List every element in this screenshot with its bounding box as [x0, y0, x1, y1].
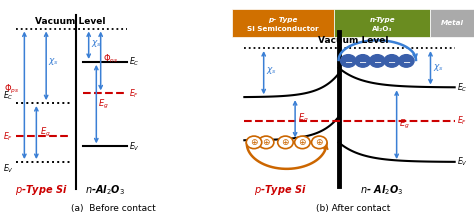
Text: $-$: $-$ — [344, 56, 353, 66]
Text: $p$-Type Si: $p$-Type Si — [254, 183, 307, 197]
Text: $\oplus$: $\oplus$ — [262, 137, 271, 147]
Text: $\chi_s$: $\chi_s$ — [48, 56, 59, 67]
Text: $-$: $-$ — [387, 56, 396, 66]
Text: $E_g$: $E_g$ — [399, 118, 410, 131]
Text: n-Type: n-Type — [369, 17, 395, 23]
Circle shape — [370, 55, 385, 67]
Text: $\Phi_{ns}$: $\Phi_{ns}$ — [103, 53, 118, 65]
Bar — [430, 9, 474, 37]
Text: (a)  Before contact: (a) Before contact — [72, 204, 156, 213]
Circle shape — [246, 136, 262, 149]
Text: $E_V$: $E_V$ — [129, 140, 140, 153]
Text: p- Type: p- Type — [268, 17, 298, 23]
Text: $E_F$: $E_F$ — [129, 87, 139, 99]
Text: $\oplus$: $\oplus$ — [281, 137, 290, 147]
Text: $\oplus$: $\oplus$ — [298, 137, 307, 147]
Text: $E_g$: $E_g$ — [298, 112, 308, 125]
Circle shape — [295, 136, 310, 149]
Circle shape — [258, 136, 274, 149]
Text: $n$- Al$_2$O$_3$: $n$- Al$_2$O$_3$ — [360, 184, 404, 197]
Text: $n$-Al$_2$O$_3$: $n$-Al$_2$O$_3$ — [85, 184, 125, 197]
Text: Vacuum Level: Vacuum Level — [35, 17, 105, 26]
Text: $E_C$: $E_C$ — [3, 90, 13, 102]
Text: Metal: Metal — [441, 20, 464, 26]
Text: $\chi_s$: $\chi_s$ — [433, 62, 444, 73]
Circle shape — [278, 136, 293, 149]
Bar — [334, 9, 430, 37]
Text: Vacuum Level: Vacuum Level — [318, 36, 388, 45]
Text: Si Semiconductor: Si Semiconductor — [247, 26, 319, 32]
Text: $-$: $-$ — [402, 56, 411, 66]
Text: $-$: $-$ — [373, 56, 382, 66]
Text: (b) After contact: (b) After contact — [316, 204, 390, 213]
Text: $\Phi_{ps}$: $\Phi_{ps}$ — [4, 83, 19, 96]
Text: Al₂O₃: Al₂O₃ — [372, 26, 392, 32]
Text: $E_F$: $E_F$ — [457, 115, 467, 127]
Circle shape — [399, 55, 414, 67]
Text: $E_g$: $E_g$ — [40, 126, 50, 139]
Text: $E_g$: $E_g$ — [99, 97, 109, 111]
Text: $-$: $-$ — [358, 56, 367, 66]
Text: $E_F$: $E_F$ — [3, 130, 13, 143]
Text: $p$-Type Si: $p$-Type Si — [16, 183, 68, 197]
Circle shape — [340, 55, 356, 67]
Text: $E_V$: $E_V$ — [3, 163, 13, 176]
Text: $\oplus$: $\oplus$ — [250, 137, 258, 147]
Text: $E_V$: $E_V$ — [457, 156, 468, 168]
Text: $E_C$: $E_C$ — [129, 56, 139, 68]
Circle shape — [355, 55, 371, 67]
Text: $\chi_s$: $\chi_s$ — [91, 38, 102, 49]
Circle shape — [311, 136, 327, 149]
Text: $\oplus$: $\oplus$ — [315, 137, 324, 147]
Bar — [232, 9, 334, 37]
Text: $E_C$: $E_C$ — [457, 81, 468, 94]
Circle shape — [384, 55, 400, 67]
Text: $\chi_s$: $\chi_s$ — [266, 65, 277, 76]
